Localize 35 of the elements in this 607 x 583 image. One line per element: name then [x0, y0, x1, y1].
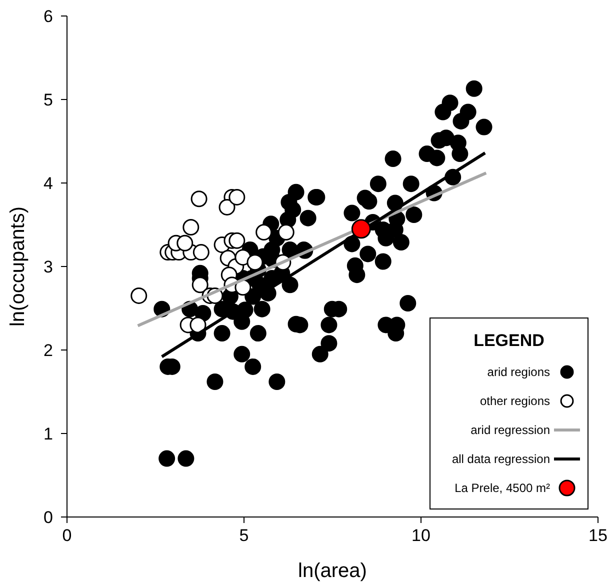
point: [190, 190, 208, 208]
y-tick-label: 3: [44, 258, 53, 276]
legend-label: La Prele, 4500 m²: [454, 481, 550, 495]
y-tick-label: 1: [44, 424, 53, 444]
point: [190, 316, 206, 334]
y-tick-label: 0: [44, 508, 53, 527]
y-tick-label: 2: [44, 341, 53, 360]
legend-label: all data regression: [452, 452, 550, 466]
y-tick-label: 5: [44, 90, 53, 110]
legend-title: LEGEND: [474, 331, 544, 350]
y-tick-label: 4: [44, 174, 53, 193]
y-tick-label: 6: [44, 7, 53, 26]
point: [228, 188, 246, 206]
point: [234, 249, 252, 266]
point: [246, 254, 264, 271]
point: [256, 224, 272, 241]
point: [182, 219, 200, 236]
x-tick-label: 15: [588, 526, 607, 545]
y-axis-title: ln(occupants): [7, 206, 29, 327]
point: [228, 232, 246, 249]
point: [176, 234, 194, 252]
x-tick-label: 10: [412, 526, 430, 545]
legend-label: other regions: [480, 394, 550, 408]
point: [192, 276, 208, 294]
point: [218, 198, 236, 216]
point: [234, 279, 252, 296]
point: [130, 287, 148, 304]
legend-label: arid regions: [487, 365, 550, 379]
legend-label: arid regression: [470, 423, 550, 437]
point: [351, 219, 371, 239]
point: [278, 224, 294, 241]
point: [192, 244, 210, 261]
x-tick-label: 5: [239, 526, 249, 545]
x-tick-label: 0: [62, 526, 72, 545]
x-axis-title: ln(area): [298, 560, 367, 582]
